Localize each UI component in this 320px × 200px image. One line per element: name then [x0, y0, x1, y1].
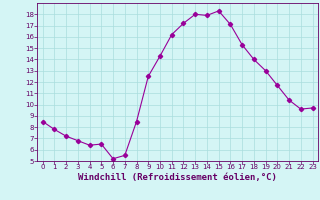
- X-axis label: Windchill (Refroidissement éolien,°C): Windchill (Refroidissement éolien,°C): [78, 173, 277, 182]
